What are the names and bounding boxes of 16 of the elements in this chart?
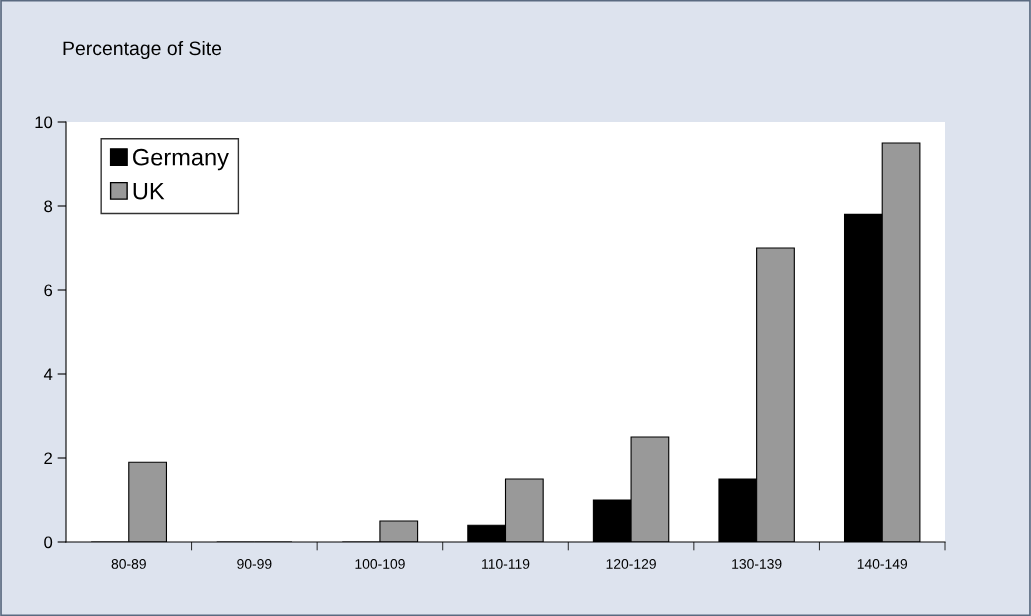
chart-title: Percentage of Site bbox=[63, 40, 222, 60]
x-tick-label: 120-129 bbox=[606, 559, 656, 569]
y-tick-label: 8 bbox=[44, 200, 53, 213]
x-tick-label: 130-139 bbox=[732, 559, 782, 569]
legend-label: UK bbox=[133, 182, 165, 200]
x-tick-label: 110-119 bbox=[482, 559, 530, 569]
x-tick-label: 100-109 bbox=[355, 559, 405, 569]
y-tick-label: 6 bbox=[44, 284, 53, 297]
y-tick-label: 10 bbox=[35, 116, 53, 129]
y-tick-label: 2 bbox=[44, 452, 52, 465]
x-tick-label: 80-89 bbox=[111, 559, 146, 569]
legend-label: Germany bbox=[133, 148, 229, 171]
y-tick-label: 0 bbox=[44, 536, 53, 549]
x-tick-label: 90-99 bbox=[237, 559, 272, 569]
x-tick-label: 140-149 bbox=[857, 559, 908, 569]
y-tick-label: 4 bbox=[43, 368, 53, 381]
